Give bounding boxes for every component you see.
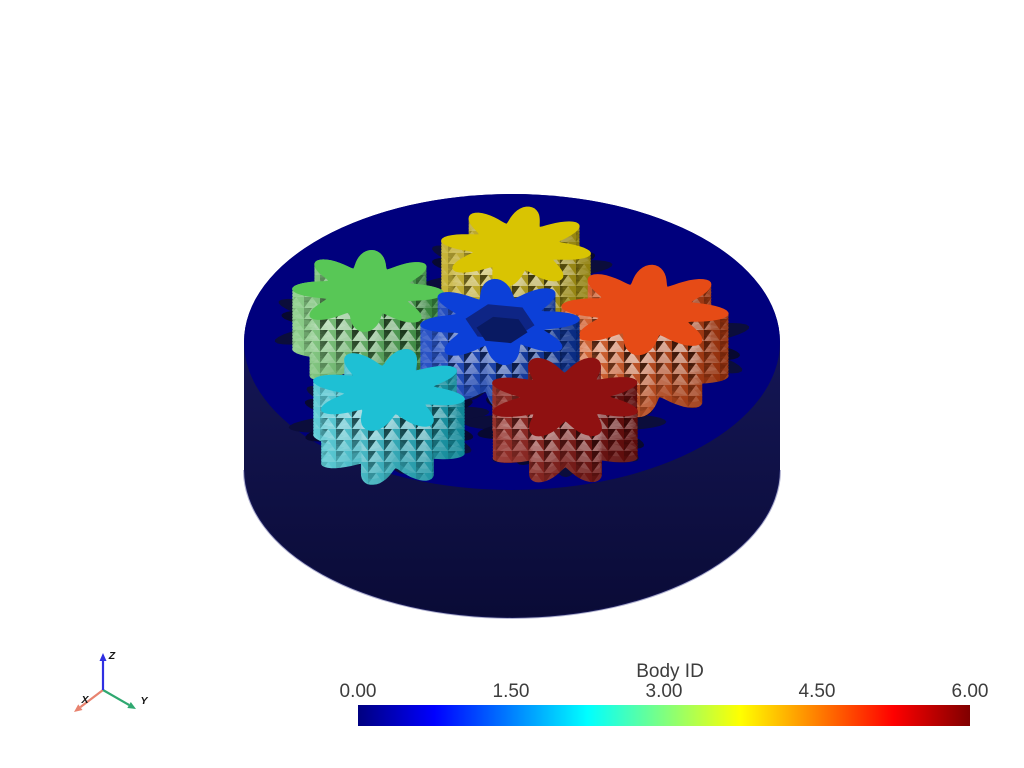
axis-x-arrowhead-icon bbox=[74, 704, 83, 712]
axis-y-label: Y bbox=[140, 695, 148, 707]
housing-bottom-rim bbox=[243, 469, 781, 619]
mesh-root bbox=[243, 194, 781, 619]
gear-red bbox=[492, 357, 638, 483]
hex-hole-floor bbox=[476, 316, 528, 344]
gear-cyan bbox=[313, 349, 465, 485]
color-legend-tick-labels: 0.00 1.50 3.00 4.50 6.00 bbox=[339, 681, 1000, 702]
color-legend-tick: 6.00 bbox=[951, 681, 989, 702]
gear-cyan-top-face bbox=[313, 349, 465, 431]
orientation-axes-widget: X Y Z bbox=[74, 650, 148, 712]
axis-x-label: X bbox=[80, 694, 89, 706]
gear-green-top-face bbox=[292, 250, 444, 332]
gear-red-top-face bbox=[492, 357, 638, 437]
axis-z-arrowhead-icon bbox=[99, 653, 107, 661]
color-legend-tick: 4.50 bbox=[798, 681, 836, 702]
color-legend-tick: 0.00 bbox=[339, 681, 377, 702]
axis-z-label: Z bbox=[108, 650, 116, 662]
axis-y-arrowhead-icon bbox=[127, 701, 136, 709]
color-legend-tick: 1.50 bbox=[492, 681, 530, 702]
axis-x-shaft bbox=[79, 689, 104, 709]
gear-yellow-top-face bbox=[441, 206, 591, 288]
color-legend-gradient-bar bbox=[358, 705, 970, 726]
color-legend[interactable]: Body ID 0.00 1.50 3.00 4.50 6.00 bbox=[340, 661, 1000, 736]
axis-y-shaft bbox=[102, 689, 130, 706]
color-legend-title: Body ID bbox=[636, 661, 704, 682]
gear-orange-top-face bbox=[561, 264, 729, 356]
color-legend-tick: 3.00 bbox=[645, 681, 683, 702]
